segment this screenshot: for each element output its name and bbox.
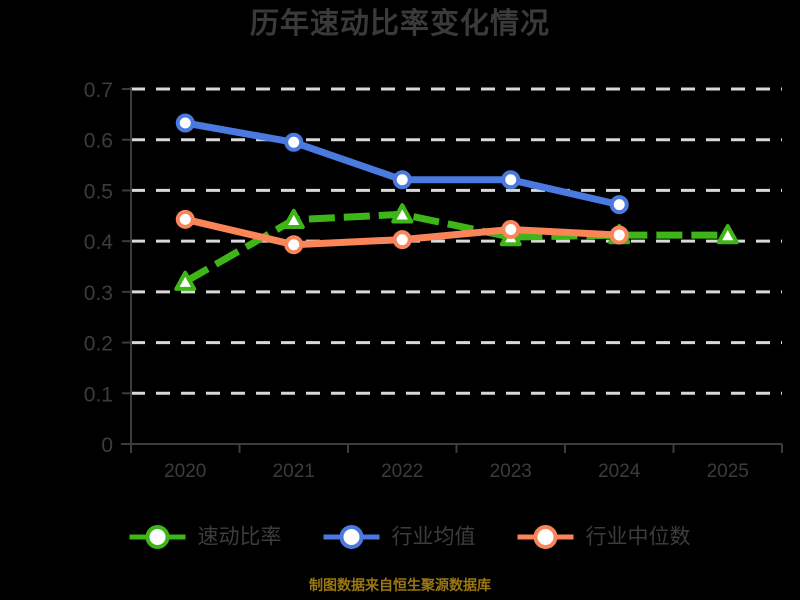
- x-axis-tick-label: 2023: [490, 461, 532, 482]
- y-axis-tick-label: 0.4: [84, 231, 114, 254]
- chart-legend[interactable]: 速动比率 行业均值 行业中位数: [129, 525, 691, 549]
- legend-marker-icon: [145, 525, 170, 549]
- legend-marker-icon: [533, 525, 558, 549]
- y-axis-tick-label: 0.2: [84, 333, 113, 356]
- data-point-marker[interactable]: [284, 235, 304, 255]
- legend-label: 行业均值: [392, 526, 476, 549]
- x-axis-tick-label: 2025: [707, 461, 749, 482]
- legend-item[interactable]: 行业中位数: [517, 525, 691, 549]
- y-axis-tick-label: 0.1: [84, 383, 113, 406]
- y-axis-tick-labels: 0 0.1 0.2 0.3 0.4 0.5 0.6 0.7: [84, 79, 114, 457]
- source-note: 制图数据来自恒生聚源数据库: [309, 577, 491, 593]
- data-point-marker[interactable]: [609, 195, 629, 215]
- data-point-marker[interactable]: [392, 170, 412, 190]
- data-point-marker[interactable]: [174, 270, 197, 291]
- data-point-marker[interactable]: [501, 170, 521, 190]
- data-point-marker[interactable]: [175, 209, 195, 229]
- legend-item[interactable]: 行业均值: [323, 525, 476, 549]
- y-axis-tick-label: 0: [101, 434, 113, 457]
- series-line: [183, 210, 728, 285]
- data-point-marker[interactable]: [175, 113, 195, 133]
- gridlines-group: [131, 87, 782, 395]
- data-point-marker[interactable]: [284, 132, 304, 152]
- legend-item[interactable]: 速动比率: [129, 525, 282, 549]
- x-axis-tick-label: 2021: [273, 461, 315, 482]
- x-axis-tick-labels: 2020 2021 2022 2023 2024 2025: [164, 461, 749, 482]
- y-axis-tick-label: 0.6: [84, 130, 113, 153]
- series-markers-group: [174, 113, 739, 291]
- legend-label: 速动比率: [198, 526, 282, 549]
- x-axis-tick-label: 2024: [598, 461, 641, 482]
- legend-label: 行业中位数: [586, 526, 691, 549]
- y-axis-tick-label: 0.3: [84, 282, 113, 305]
- data-point-marker[interactable]: [609, 225, 629, 245]
- data-point-marker[interactable]: [282, 208, 305, 230]
- series-lines-group: [183, 119, 728, 285]
- x-axis-tick-label: 2022: [381, 461, 423, 482]
- data-point-marker[interactable]: [391, 203, 414, 224]
- y-axis-tick-label: 0.5: [84, 180, 113, 203]
- y-axis-tick-label: 0.7: [84, 79, 113, 102]
- data-point-marker[interactable]: [392, 230, 412, 250]
- data-point-marker[interactable]: [501, 219, 521, 239]
- x-axis-tick-label: 2020: [164, 461, 206, 482]
- axes-group: [121, 87, 783, 453]
- series-line: [184, 119, 621, 209]
- chart-title: 历年速动比率变化情况: [249, 8, 550, 40]
- legend-marker-icon: [339, 525, 364, 549]
- data-point-marker[interactable]: [716, 224, 739, 245]
